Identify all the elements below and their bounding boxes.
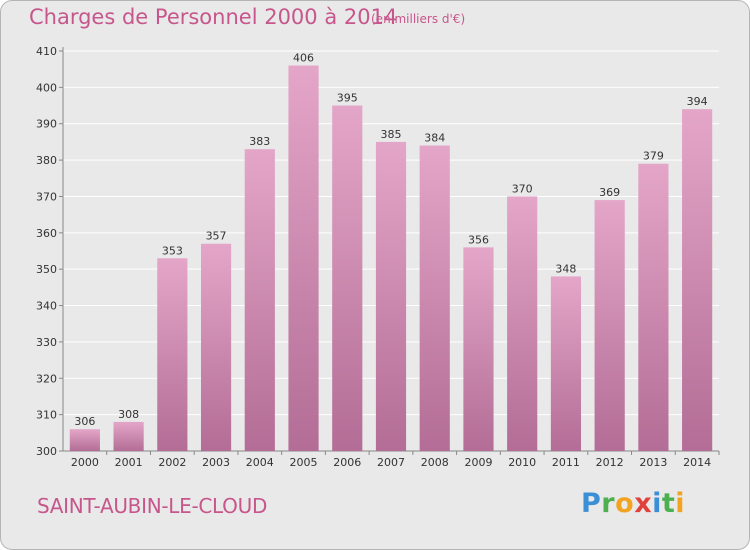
y-tick-label: 320 — [36, 372, 57, 385]
data-label: 370 — [512, 182, 533, 195]
x-tick-label: 2012 — [596, 456, 624, 469]
x-tick-label: 2003 — [202, 456, 230, 469]
bar — [419, 145, 450, 451]
bar — [594, 200, 625, 451]
y-tick-label: 350 — [36, 263, 57, 276]
x-tick-label: 2005 — [290, 456, 318, 469]
bar — [157, 258, 188, 451]
logo-letter: x — [634, 488, 653, 519]
y-tick-label: 370 — [36, 190, 57, 203]
data-label: 353 — [162, 244, 183, 257]
x-tick-label: 2013 — [639, 456, 667, 469]
commune-name: SAINT-AUBIN-LE-CLOUD — [37, 494, 268, 518]
bar — [332, 105, 363, 451]
x-tick-label: 2010 — [508, 456, 536, 469]
y-tick-label: 300 — [36, 445, 57, 458]
x-tick-label: 2007 — [377, 456, 405, 469]
x-tick-label: 2011 — [552, 456, 580, 469]
chart-subtitle: (en milliers d'€) — [371, 12, 466, 26]
x-tick-label: 2014 — [683, 456, 711, 469]
x-tick-label: 2009 — [464, 456, 492, 469]
data-label: 385 — [381, 128, 402, 141]
x-tick-label: 2001 — [115, 456, 143, 469]
x-tick-label: 2004 — [246, 456, 274, 469]
logo-letter: P — [581, 488, 602, 519]
data-label: 308 — [118, 408, 139, 421]
logo-letter: t — [661, 488, 676, 519]
y-tick-label: 400 — [36, 81, 57, 94]
x-tick-label: 2006 — [333, 456, 361, 469]
chart-title: Charges de Personnel 2000 à 2014 — [29, 5, 398, 29]
bar — [69, 429, 100, 451]
data-label: 395 — [337, 92, 358, 105]
bar — [375, 141, 407, 451]
logo-letter: i — [652, 488, 662, 519]
logo-letter: o — [615, 488, 635, 519]
bar — [200, 243, 232, 451]
bar — [682, 109, 713, 451]
y-tick-label: 310 — [36, 409, 57, 422]
x-tick-label: 2000 — [71, 456, 99, 469]
logo-letter: i — [675, 488, 686, 519]
data-label: 383 — [249, 135, 270, 148]
data-label: 306 — [74, 415, 95, 428]
bar — [113, 421, 144, 451]
y-tick-label: 390 — [36, 118, 57, 131]
data-label: 394 — [687, 95, 708, 108]
bar — [638, 163, 669, 451]
data-label: 406 — [293, 52, 314, 65]
data-label: 357 — [206, 230, 227, 243]
data-label: 379 — [643, 150, 664, 163]
logo-letter: r — [601, 488, 616, 519]
y-tick-label: 330 — [36, 336, 57, 349]
y-tick-label: 360 — [36, 227, 57, 240]
bar — [507, 196, 538, 451]
x-tick-label: 2008 — [421, 456, 449, 469]
bar — [550, 276, 582, 451]
data-label: 384 — [424, 132, 445, 145]
bar — [463, 247, 494, 451]
y-tick-label: 410 — [36, 45, 57, 58]
data-label: 356 — [468, 233, 489, 246]
proxiti-logo: Proxiti — [581, 488, 685, 519]
data-label: 348 — [555, 262, 576, 275]
bar — [288, 65, 319, 451]
data-label: 369 — [599, 186, 620, 199]
y-tick-label: 380 — [36, 154, 57, 167]
y-tick-label: 340 — [36, 300, 57, 313]
bar — [244, 149, 275, 451]
x-tick-label: 2002 — [158, 456, 186, 469]
